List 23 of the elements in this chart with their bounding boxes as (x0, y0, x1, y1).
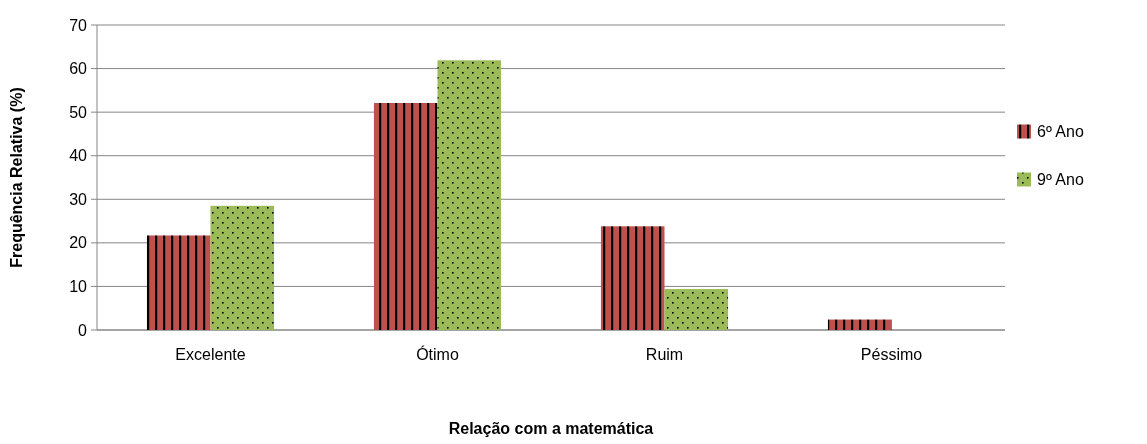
x-tick-label: Ruim (645, 346, 684, 363)
x-tick-label: Ótimo (416, 345, 459, 363)
legend-label: 9º Ano (1037, 171, 1084, 189)
x-tick-label: Excelente (175, 346, 246, 363)
x-axis-title: Relação com a matemática (448, 420, 654, 437)
y-tick-label: 0 (78, 321, 88, 339)
bar (664, 289, 729, 330)
bar (146, 235, 211, 330)
y-tick-label: 30 (69, 190, 88, 208)
bar (827, 319, 892, 330)
y-tick-label: 70 (69, 16, 88, 34)
y-axis-title: Frequência Relativa (%) (8, 87, 25, 268)
bar (373, 102, 438, 330)
bar (600, 226, 665, 330)
legend-label: 6º Ano (1037, 123, 1084, 141)
y-tick-label: 40 (69, 147, 88, 165)
y-tick-label: 60 (69, 60, 88, 78)
bar (210, 205, 275, 330)
y-tick-label: 10 (69, 278, 88, 296)
bar (437, 60, 502, 330)
x-tick-label: Péssimo (860, 346, 923, 363)
y-tick-label: 50 (69, 103, 88, 121)
y-tick-label: 20 (69, 234, 88, 252)
